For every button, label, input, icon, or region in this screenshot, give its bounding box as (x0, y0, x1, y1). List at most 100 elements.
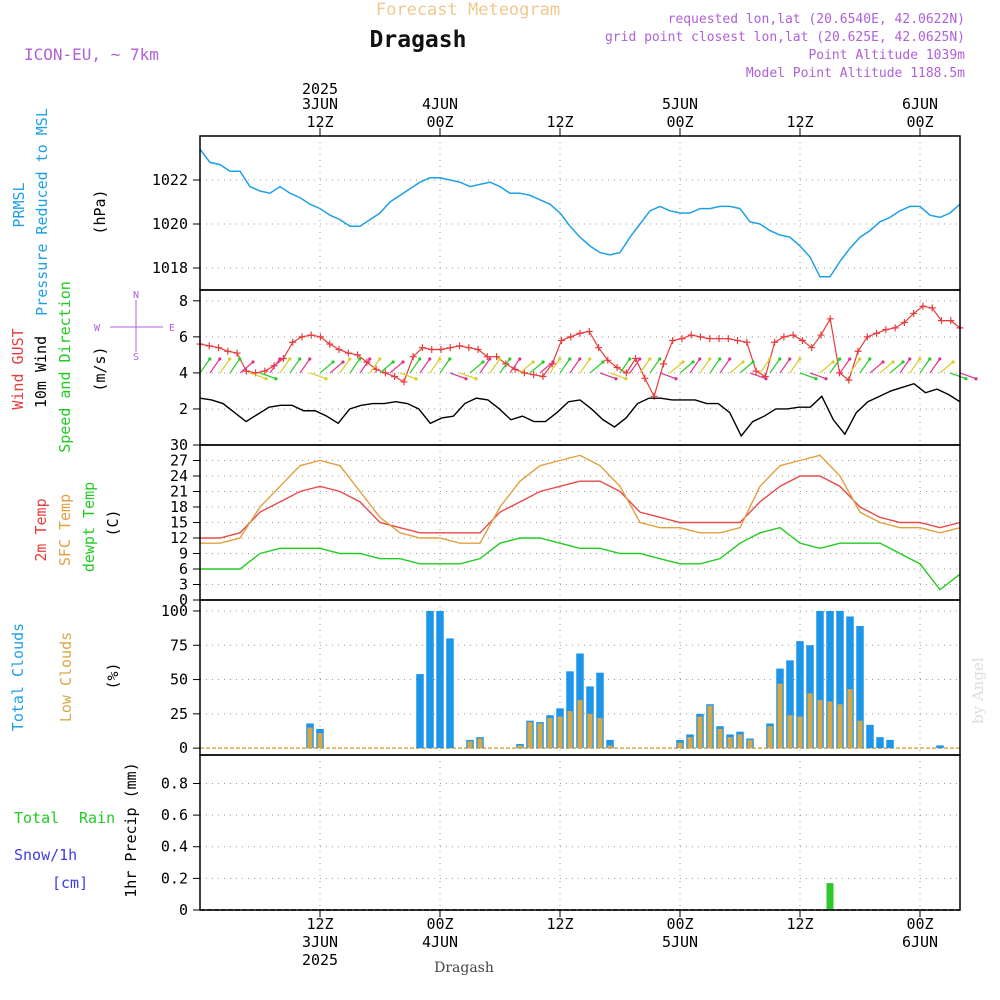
wind-gust-marker (836, 369, 844, 377)
temperature-ytick-label: 21 (170, 483, 188, 501)
wind-arrow-head (848, 357, 852, 361)
wind-gust-marker (437, 345, 445, 353)
wind-gust-marker (326, 340, 334, 348)
wind-arrow (889, 361, 904, 374)
wind-gust-marker (910, 309, 918, 317)
low-cloud-bar (477, 738, 483, 749)
wind-arrow (899, 358, 911, 374)
wind-arrow (929, 358, 941, 374)
wind-arrow-head (448, 357, 452, 361)
wind-arrow-head (324, 377, 328, 381)
low-cloud-bar (727, 737, 733, 749)
bottom-time-label: 12Z (546, 915, 573, 933)
temp-unit: (C) (104, 509, 122, 536)
wind-gust-marker (798, 336, 806, 344)
temperature-ytick-label: 0 (179, 591, 188, 609)
top-time-label: 00Z (906, 113, 933, 131)
wind-arrow (659, 372, 677, 380)
wind-gust-marker (928, 304, 936, 312)
wind-gust-marker (780, 333, 788, 341)
low-cloud-bar (307, 727, 313, 749)
wind-gust-marker (520, 369, 528, 377)
wind-arrow-head (558, 357, 562, 361)
precip-unit: 1hr Precip (mm) (122, 762, 140, 897)
wind-gust-marker (428, 345, 436, 353)
wind-arrow-head (891, 360, 895, 364)
low-cloud-bar (527, 722, 533, 749)
wind-arrow (509, 358, 521, 374)
clouds-ytick-label: 100 (161, 602, 188, 620)
wind-arrow (609, 372, 627, 380)
wind-arrow (829, 358, 841, 374)
wind-arrow-head (428, 357, 432, 361)
wind-gust-marker (465, 344, 473, 352)
clouds-ytick-label: 25 (170, 705, 188, 723)
low-cloud-bar (517, 745, 523, 749)
top-time-label: 5JUN (662, 95, 698, 113)
wind-gust-marker (900, 318, 908, 326)
wind-arrow-head (368, 357, 372, 361)
wind-arrow (369, 358, 381, 374)
wind-arrow-head (481, 360, 485, 364)
wind-gust-marker (576, 329, 584, 337)
total-cloud-bar (816, 610, 824, 749)
wind-arrow (709, 358, 721, 374)
wind-gust-marker (604, 356, 612, 364)
low-cloud-bar (577, 700, 583, 749)
wind-arrow (759, 358, 771, 374)
wind-arrow (199, 358, 211, 374)
wind-arrow-head (974, 377, 978, 381)
wind-arrow (959, 372, 977, 380)
wind-gust-marker (316, 333, 324, 341)
wind-arrow-head (401, 360, 405, 364)
wind-arrow-head (274, 377, 278, 381)
wind-gust-marker (882, 326, 890, 334)
top-time-label: 12Z (306, 113, 333, 131)
wind-arrow (289, 358, 301, 374)
low-cloud-bar (467, 741, 473, 749)
wind-arrow (299, 358, 311, 374)
precip-bar (826, 883, 834, 910)
wind-gust-marker (863, 333, 871, 341)
wind-arrow (699, 358, 711, 374)
wind-arrow-head (938, 357, 942, 361)
clouds-label-total: Total Clouds (9, 623, 27, 731)
total-cloud-bar (886, 739, 894, 749)
wind-arrow (949, 372, 967, 380)
wind-arrow-head (464, 377, 468, 381)
top-time-label: 00Z (426, 113, 453, 131)
wind-gust-marker (854, 347, 862, 355)
wind-arrow (249, 372, 267, 380)
wind-gust-line (199, 305, 961, 398)
wind-arrow (909, 358, 921, 374)
wind-label-gust: Wind GUST (9, 328, 27, 409)
wind-arrow (859, 358, 871, 374)
temp-line-2m (200, 475, 961, 539)
top-time-label: 2025 (302, 80, 338, 98)
wind-arrow-head (358, 357, 362, 361)
total-cloud-bar (426, 610, 434, 749)
wind-arrow-head (378, 357, 382, 361)
low-cloud-bar (767, 726, 773, 749)
wind-arrow (329, 361, 344, 374)
wind-gust-marker (937, 317, 945, 325)
wind-arrow (769, 358, 781, 374)
wind-arrow-head (498, 357, 502, 361)
wind-arrow (809, 372, 827, 380)
wind-arrow-head (414, 377, 418, 381)
wind-grid (200, 290, 960, 445)
wind-arrow (549, 358, 561, 374)
low-cloud-bar (827, 701, 833, 749)
precip-label-snow: Snow/1h (14, 846, 77, 864)
low-cloud-bar (687, 737, 693, 749)
wind-gust-marker (335, 345, 343, 353)
temperature-ytick-label: 30 (170, 436, 188, 454)
total-cloud-bar (596, 672, 604, 749)
wind-gust-marker (205, 342, 213, 350)
precip-ytick-label: 0 (179, 901, 188, 919)
wind-arrow-head (838, 357, 842, 361)
wind-gust-marker (947, 317, 955, 325)
product-title: Forecast Meteogram (376, 0, 560, 20)
wind-arrow-head (674, 377, 678, 381)
